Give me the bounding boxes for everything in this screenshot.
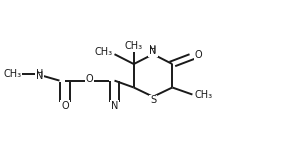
- Text: H: H: [149, 45, 157, 55]
- Text: O: O: [61, 100, 69, 111]
- Text: CH₃: CH₃: [125, 41, 143, 52]
- Text: O: O: [86, 74, 94, 84]
- Text: N: N: [111, 100, 118, 111]
- Text: O: O: [194, 50, 203, 60]
- Text: CH₃: CH₃: [124, 41, 144, 52]
- Text: N: N: [36, 71, 44, 81]
- Text: S: S: [149, 95, 157, 105]
- Text: H: H: [36, 69, 43, 79]
- Text: N: N: [149, 46, 157, 56]
- Text: N: N: [110, 100, 119, 111]
- Text: S: S: [150, 95, 156, 105]
- Text: CH₃: CH₃: [194, 90, 213, 100]
- Text: O: O: [61, 100, 69, 111]
- Text: O: O: [194, 50, 202, 60]
- Text: O: O: [86, 74, 94, 84]
- Text: CH₃: CH₃: [3, 69, 22, 79]
- Text: CH₃: CH₃: [95, 47, 113, 57]
- Text: N: N: [149, 46, 157, 56]
- Text: H: H: [36, 69, 44, 79]
- Text: CH₃: CH₃: [194, 90, 214, 100]
- Text: N: N: [36, 71, 43, 81]
- Text: CH₃: CH₃: [2, 69, 22, 79]
- Text: CH₃: CH₃: [93, 47, 113, 57]
- Text: H: H: [149, 45, 157, 55]
